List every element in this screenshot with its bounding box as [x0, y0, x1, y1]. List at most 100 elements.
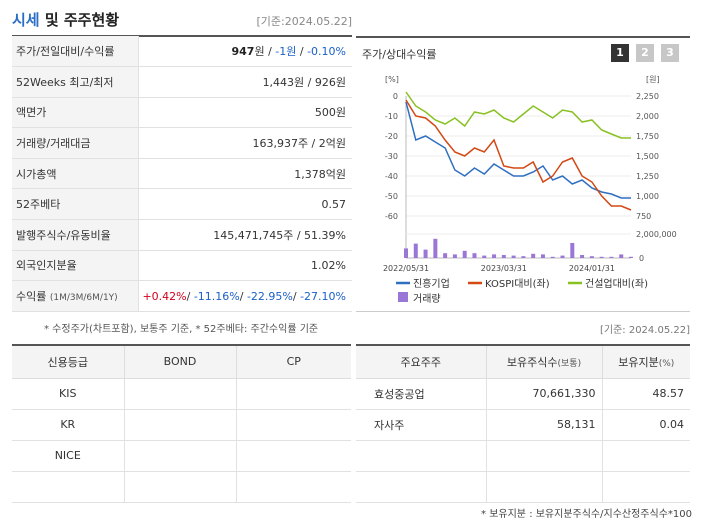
- credit-col-bond: BOND: [124, 345, 237, 379]
- volume-bar: [589, 256, 594, 258]
- quote-value: 947원 / -1원 / -0.10%: [138, 36, 352, 68]
- pct-header-sub: (%): [658, 358, 675, 369]
- legend-label: 건설업대비(좌): [585, 277, 648, 290]
- quote-row: 52Weeks 최고/최저 1,443원 / 926원: [12, 66, 352, 98]
- volume-bar: [404, 248, 408, 258]
- volume-bar: [423, 249, 428, 258]
- return-1m: +0.42%: [142, 289, 187, 303]
- left-tick-label: -30: [385, 152, 398, 161]
- right-tick-label: 750: [636, 212, 651, 221]
- credit-table: 신용등급 BOND CP KIS KR NICE: [12, 344, 351, 503]
- shares-header-label: 보유주식수: [506, 355, 558, 369]
- agency-name: KIS: [12, 378, 125, 410]
- current-price: 947: [231, 45, 255, 59]
- table-row: [12, 471, 351, 503]
- price-unit: 원 /: [254, 45, 276, 59]
- volume-zero-label: 0: [639, 254, 644, 263]
- holders-note: * 보유지분 : 보유지분주식수/지수산정주식수*100: [481, 509, 692, 520]
- quote-label: 거래량/거래대금: [12, 127, 139, 159]
- agency-name: KR: [12, 409, 125, 441]
- holders-col-shares: 보유주식수(보통): [486, 345, 603, 379]
- base-date: [기준:2024.05.22]: [256, 15, 352, 28]
- chart-tab-2[interactable]: 2: [636, 44, 654, 62]
- credit-col-grade: 신용등급: [12, 345, 125, 379]
- volume-bar: [560, 255, 565, 258]
- volume-bar: [511, 255, 516, 258]
- volume-bar: [540, 254, 545, 258]
- volume-bar: [482, 255, 487, 258]
- holder-shares: 70,661,330: [486, 378, 603, 410]
- credit-col-cp: CP: [236, 345, 351, 379]
- legend-swatch: [398, 292, 408, 302]
- volume-bar: [413, 243, 418, 258]
- table-row: [356, 471, 690, 503]
- credit-header: 신용등급 BOND CP: [12, 345, 351, 379]
- volume-bar: [550, 256, 555, 258]
- right-tick-label: 1,500: [636, 152, 659, 161]
- price-chart: [%] [원] 0 2,250 -10 2,000 -20 1,750 -30 1,500 -40 1…: [383, 75, 677, 305]
- holders-table: 주요주주 보유주식수(보통) 보유지분(%) 효성중공업 70,661,330 48…: [356, 344, 690, 503]
- x-tick-label: 2024/01/31: [569, 264, 615, 273]
- volume-bar: [580, 255, 585, 258]
- left-axis-unit: [%]: [385, 75, 399, 84]
- holders-header: 주요주주 보유주식수(보통) 보유지분(%): [356, 345, 690, 379]
- cp-grade: [236, 440, 351, 472]
- title-price: 시세: [12, 11, 40, 29]
- holder-pct: [602, 471, 690, 503]
- quote-value: 1,443원 / 926원: [138, 66, 352, 98]
- quote-row: 발행주식수/유동비율 145,471,745주 / 51.39%: [12, 219, 352, 251]
- quote-row: 수익률 (1M/3M/6M/1Y) +0.42%/ -11.16%/ -22.9…: [12, 280, 352, 312]
- quote-label: 외국인지분율: [12, 250, 139, 282]
- legend-label: 진흥기업: [413, 277, 450, 290]
- bond-grade: [124, 440, 237, 472]
- volume-bar: [452, 254, 457, 258]
- pct-header-label: 보유지분: [618, 355, 659, 369]
- quote-label: 발행주식수/유동비율: [12, 219, 139, 251]
- volume-bar: [462, 250, 467, 258]
- section-header: 시세 및 주주현황 [기준:2024.05.22]: [12, 9, 352, 33]
- quote-value: 0.57: [138, 188, 352, 221]
- legend-label: KOSPI대비(좌): [485, 278, 550, 290]
- bond-grade: [124, 409, 237, 441]
- quote-row: 거래량/거래대금 163,937주 / 2억원: [12, 127, 352, 159]
- quote-row: 액면가 500원: [12, 97, 352, 129]
- volume-bar: [599, 256, 604, 258]
- bond-grade: [124, 378, 237, 410]
- agency-name: [12, 471, 125, 503]
- series-line: [405, 91, 631, 139]
- table-row: KIS: [12, 378, 351, 410]
- right-tick-label: 1,250: [636, 172, 659, 181]
- quote-label: 주가/전일대비/수익률: [12, 36, 139, 68]
- quote-label: 액면가: [12, 97, 139, 129]
- return-3m: -11.16%: [193, 289, 240, 303]
- volume-bar: [629, 256, 633, 258]
- cp-grade: [236, 378, 351, 410]
- quote-value: 1.02%: [138, 250, 352, 282]
- volume-bar: [492, 254, 497, 258]
- return-6m: -22.95%: [246, 289, 293, 303]
- right-tick-label: 1,000: [636, 192, 659, 201]
- x-tick-label: 2023/03/31: [481, 264, 527, 273]
- holder-shares: [486, 440, 603, 472]
- left-tick-label: -10: [385, 112, 398, 121]
- legend-label: 거래량: [413, 293, 441, 305]
- return-label: 수익률: [16, 290, 47, 304]
- holder-name: 자사주: [356, 409, 487, 441]
- holder-shares: [486, 471, 603, 503]
- quote-value: +0.42%/ -11.16%/ -22.95%/ -27.10%: [138, 280, 352, 312]
- quote-row: 시가총액 1,378억원: [12, 158, 352, 190]
- left-tick-label: -60: [385, 212, 398, 221]
- right-tick-label: 1,750: [636, 132, 659, 141]
- volume-bar: [443, 253, 448, 258]
- chart-tab-1[interactable]: 1: [611, 44, 629, 62]
- volume-bar: [609, 256, 614, 258]
- holders-col-pct: 보유지분(%): [602, 345, 690, 379]
- holder-pct: [602, 440, 690, 472]
- quote-value: 500원: [138, 97, 352, 129]
- chart-tab-3[interactable]: 3: [661, 44, 679, 62]
- right-axis-unit: [원]: [646, 75, 660, 84]
- left-tick-label: 0: [393, 92, 398, 101]
- quote-value: 163,937주 / 2억원: [138, 127, 352, 159]
- price-change: -1원: [275, 45, 297, 59]
- return-1y: -27.10%: [300, 289, 346, 303]
